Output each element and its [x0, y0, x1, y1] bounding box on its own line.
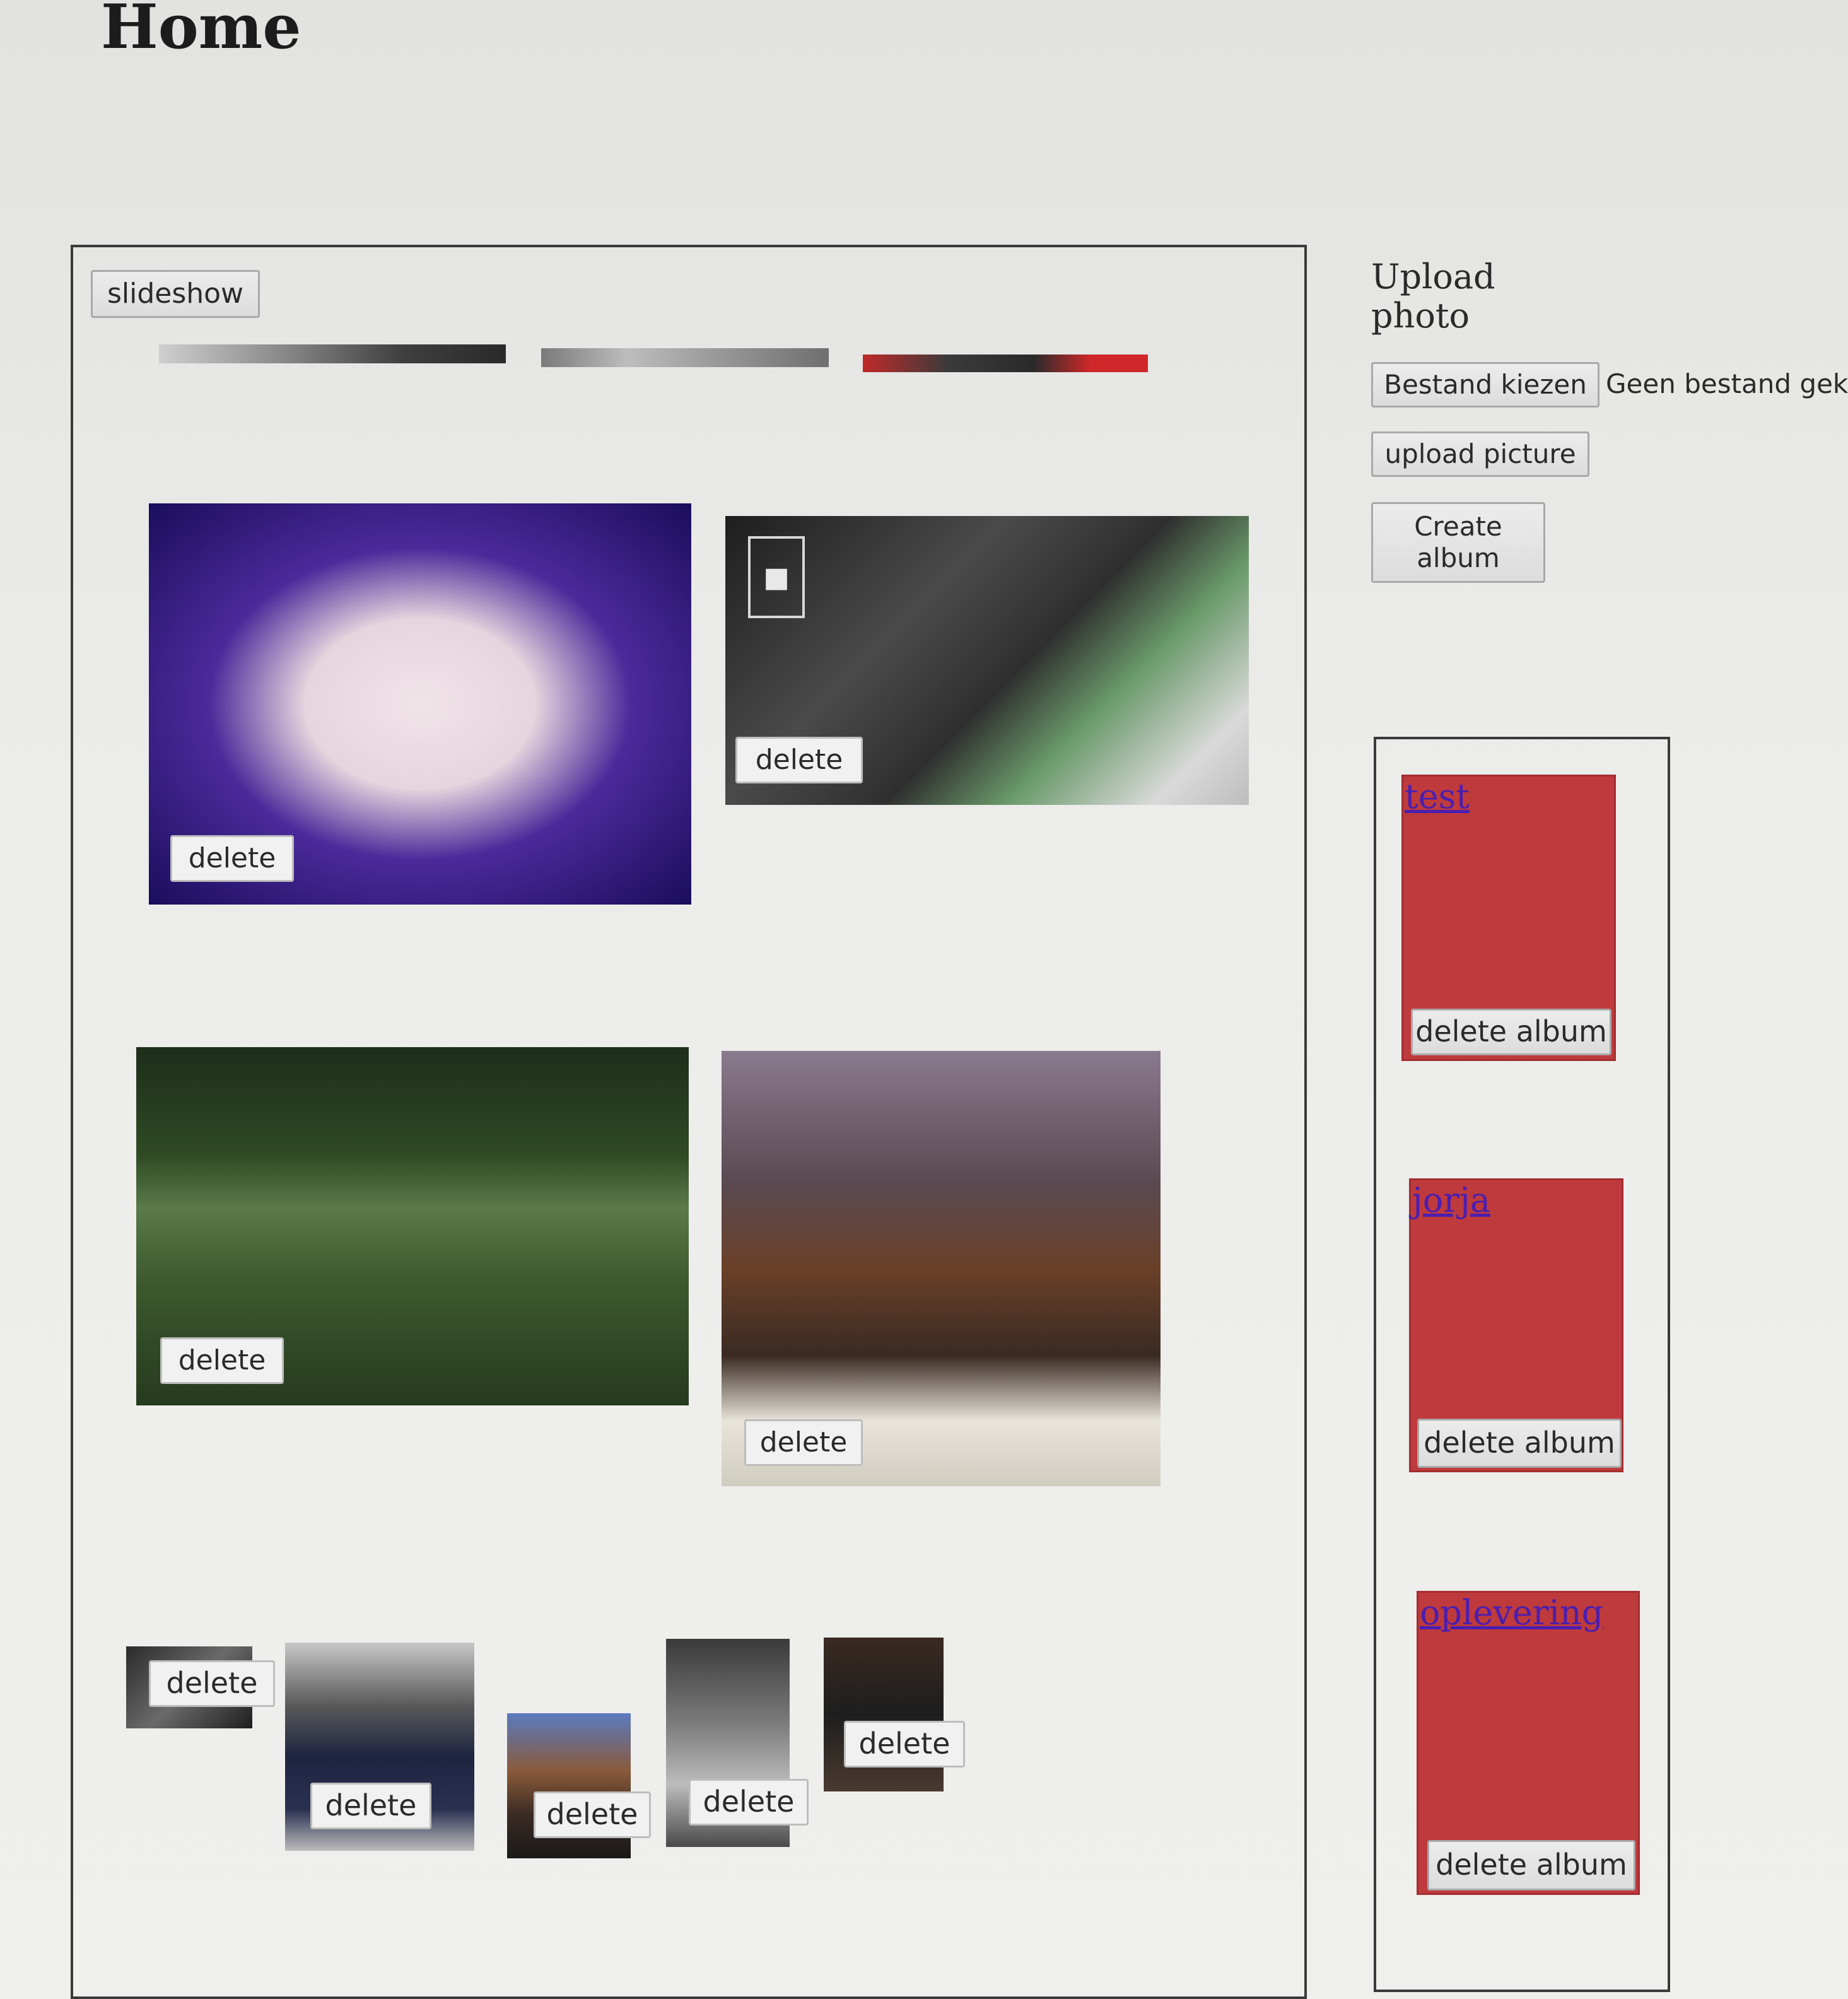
album-link-oplevering[interactable]: oplevering [1420, 1593, 1604, 1633]
photo-delete-button[interactable]: delete [844, 1721, 965, 1767]
slideshow-strip-image-2 [541, 348, 829, 367]
slideshow-strip-image-1 [159, 344, 506, 363]
delete-album-button[interactable]: delete album [1417, 1419, 1622, 1468]
gallery-panel [71, 245, 1307, 1999]
page-title: Home [101, 0, 301, 62]
albums-panel [1374, 737, 1670, 1992]
photo-man-in-cap [722, 1051, 1161, 1486]
album-link-jorja[interactable]: jorja [1412, 1180, 1491, 1220]
create-album-button[interactable]: Create album [1371, 502, 1545, 583]
photo-delete-button[interactable]: delete [160, 1337, 284, 1384]
upload-picture-button[interactable]: upload picture [1371, 431, 1589, 477]
upload-heading-line-2: photo [1371, 296, 1470, 336]
rx-title-text-graphic: ■ [748, 536, 805, 618]
create-album-line-1: Create [1414, 510, 1502, 542]
upload-heading-line-1: Upload [1371, 257, 1495, 296]
photo-delete-button[interactable]: delete [735, 737, 863, 783]
upload-photo-heading: Upload photo [1371, 257, 1560, 336]
thumbnail-photo-5 [824, 1638, 944, 1791]
photo-delete-button[interactable]: delete [149, 1660, 275, 1707]
album-card-jorja[interactable]: jorja delete album [1409, 1178, 1623, 1472]
slideshow-strip-image-3 [863, 355, 1148, 372]
delete-album-button[interactable]: delete album [1427, 1840, 1635, 1891]
file-status-text: Geen bestand geko [1606, 368, 1848, 399]
choose-file-button[interactable]: Bestand kiezen [1371, 362, 1599, 407]
create-album-line-2: album [1417, 542, 1500, 573]
photo-delete-button[interactable]: delete [170, 835, 294, 882]
photo-delete-button[interactable]: delete [310, 1783, 431, 1829]
album-link-test[interactable]: test [1405, 777, 1470, 816]
photo-delete-button[interactable]: delete [744, 1419, 863, 1466]
album-card-oplevering[interactable]: oplevering delete album [1417, 1591, 1640, 1895]
album-card-test[interactable]: test delete album [1401, 775, 1616, 1061]
delete-album-button[interactable]: delete album [1411, 1009, 1611, 1055]
photo-delete-button[interactable]: delete [534, 1791, 651, 1838]
photo-delete-button[interactable]: delete [689, 1779, 809, 1826]
slideshow-button[interactable]: slideshow [91, 270, 260, 318]
